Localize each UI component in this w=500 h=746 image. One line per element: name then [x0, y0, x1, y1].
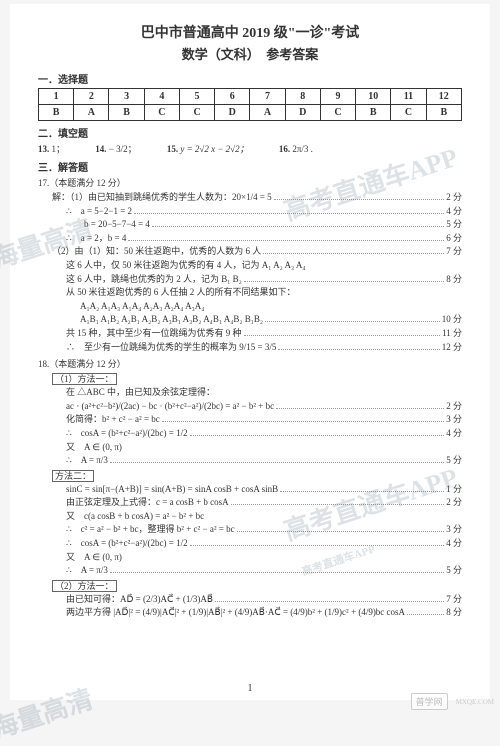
solution-line: ac · (a²+c²−b²)/(2ac) − bc · (b²+c²−a²)/…: [38, 400, 462, 413]
solution-line: b = 20−5−7−4 = 45 分: [38, 218, 462, 231]
brand-text-1: 普学网: [411, 693, 448, 710]
solution-line: ∴ a = 2，b = 46 分: [38, 232, 462, 245]
exam-page: 巴中市普通高中 2019 级"一诊"考试 数学（文科） 参考答案 一．选择题 1…: [10, 4, 490, 700]
q18-m2-body: sinC = sin[π−(A+B)] = sin(A+B) = sinA co…: [38, 483, 462, 577]
brand-text-2: MXQE.COM: [456, 698, 494, 706]
section-mc-heading: 一．选择题: [38, 71, 462, 86]
solution-line: ∴ A = π/35 分: [38, 454, 462, 467]
section-fill-heading: 二．填空题: [38, 125, 462, 140]
mc-table: 12 34 56 78 910 1112 BA BC CD AD CB CB: [38, 88, 462, 121]
q18-p2-body: 由已知可得：AD⃗ = (2/3)AC⃗ + (1/3)AB⃗7 分两边平方得 …: [38, 593, 462, 619]
solution-line: 化简得：b² + c² − a² = bc3 分: [38, 413, 462, 426]
solution-line: sinC = sin[π−(A+B)] = sin(A+B) = sinA co…: [38, 483, 462, 496]
q18-head: 18.（本题满分 12 分）: [38, 357, 462, 370]
solution-line: ∴ cosA = (b²+c²−a²)/(2bc) = 1/24 分: [38, 537, 462, 550]
solution-line: （2）由（1）知：50 米往返跑中，优秀的人数为 6 人7 分: [38, 245, 462, 258]
solution-line: 从 50 米往返跑优秀的 6 人任抽 2 人的所有不同结果如下：: [38, 286, 462, 299]
solution-line: 在 △ABC 中，由已知及余弦定理得：: [38, 386, 462, 399]
solution-line: ∴ c² = a² − b² + bc，整理得 b² + c² − a² = b…: [38, 523, 462, 536]
table-row: BA BC CD AD CB CB: [39, 105, 462, 121]
page-title-line1: 巴中市普通高中 2019 级"一诊"考试: [38, 22, 462, 42]
solution-line: 又 c(a cosB + b cosA) = a² − b² + bc: [38, 510, 462, 523]
solution-line: ∴ A = π/35 分: [38, 564, 462, 577]
solution-line: 共 15 种，其中至少有一位跳绳为优秀有 9 种11 分: [38, 327, 462, 340]
table-row: 12 34 56 78 910 1112: [39, 89, 462, 105]
q17-head: 17.（本题满分 12 分）: [38, 176, 462, 189]
fill-answers: 13. 1； 14. − 3/2； 15. y = 2√2 x − 2√2； 1…: [38, 142, 462, 155]
solution-line: 解：（1）由已知抽到跳绳优秀的学生人数为：20×1/4 = 52 分: [38, 191, 462, 204]
solution-line: 由已知可得：AD⃗ = (2/3)AC⃗ + (1/3)AB⃗7 分: [38, 593, 462, 606]
solution-line: A₁B₁ A₁B₂ A₂B₁ A₂B₂ A₃B₁ A₃B₂ A₄B₁ A₄B₂ …: [38, 313, 462, 326]
q18-m1-body: 在 △ABC 中，由已知及余弦定理得：ac · (a²+c²−b²)/(2ac)…: [38, 386, 462, 467]
section-solutions-heading: 三．解答题: [38, 159, 462, 174]
solution-line: 这 6 人中，跳绳也优秀的为 2 人，记为 B₁ B₂8 分: [38, 273, 462, 286]
solution-line: ∴ a = 5−2−1 = 24 分: [38, 205, 462, 218]
solution-line: 又 A ∈ (0, π): [38, 441, 462, 454]
solution-line: A₁A₂ A₁A₃ A₁A₄ A₂A₃ A₂A₄ A₃A₄: [38, 300, 462, 313]
solution-line: ∴ 至少有一位跳绳为优秀的学生的概率为 9/15 = 3/512 分: [38, 341, 462, 354]
page-title-line2: 数学（文科） 参考答案: [38, 44, 462, 63]
solution-line: 由正弦定理及上式得：c = a cosB + b cosA2 分: [38, 496, 462, 509]
q17-body: 解：（1）由已知抽到跳绳优秀的学生人数为：20×1/4 = 52 分∴ a = …: [38, 191, 462, 353]
bottom-brand: 普学网 MXQE.COM: [411, 693, 494, 710]
q18-m1-head: （1）方法一：: [52, 373, 117, 385]
q18-m2-head: 方法二：: [52, 470, 94, 482]
solution-line: 又 A ∈ (0, π): [38, 551, 462, 564]
solution-line: ∴ cosA = (b²+c²−a²)/(2bc) = 1/24 分: [38, 427, 462, 440]
solution-line: 这 6 人中，仅 50 米往返跑为优秀的有 4 人，记为 A₁ A₂ A₃ A₄: [38, 259, 462, 272]
q18-p2-head: （2）方法一：: [52, 580, 117, 592]
solution-line: 两边平方得 |AD⃗|² = (4/9)|AC⃗|² + (1/9)|AB⃗|²…: [38, 606, 462, 619]
